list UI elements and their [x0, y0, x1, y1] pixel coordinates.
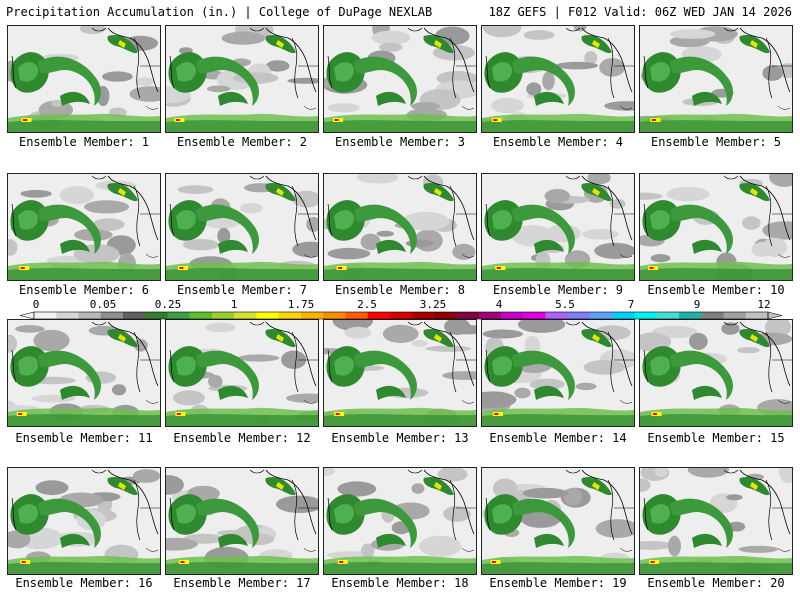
colorbar-max-arrow — [767, 311, 783, 320]
ensemble-member-label: Ensemble Member: 6 — [18, 283, 150, 297]
colorbar-tick-label: 0 — [33, 298, 40, 311]
model-valid-time: 18Z GEFS | F012 Valid: 06Z WED JAN 14 20… — [488, 5, 792, 19]
colorbar-bin — [567, 312, 591, 319]
ensemble-member-map — [165, 173, 319, 281]
colorbar-tick-label: 0.25 — [155, 298, 182, 311]
ensemble-member-label: Ensemble Member: 17 — [173, 576, 311, 590]
ensemble-member-label: Ensemble Member: 19 — [489, 576, 627, 590]
ensemble-member-map — [165, 467, 319, 575]
colorbar-tick-label: 1 — [231, 298, 238, 311]
ensemble-member-label: Ensemble Member: 9 — [492, 283, 624, 297]
ensemble-member-map — [639, 173, 793, 281]
colorbar-bin — [745, 312, 769, 319]
ensemble-member-map — [7, 467, 161, 575]
colorbar-bin — [501, 312, 524, 319]
map-title: Precipitation Accumulation (in.) | Colle… — [6, 5, 433, 19]
colorbar-bin — [189, 312, 213, 319]
colorbar-bin — [590, 312, 613, 319]
colorbar-bin — [78, 312, 102, 319]
colorbar-tick-label: 1.75 — [288, 298, 315, 311]
colorbar-tick-label: 9 — [694, 298, 701, 311]
colorbar-tick-label: 0.05 — [90, 298, 117, 311]
ensemble-member-label: Ensemble Member: 5 — [650, 135, 782, 149]
colorbar-bin — [234, 312, 257, 319]
colorbar-tick-label: 7 — [628, 298, 635, 311]
ensemble-member-label: Ensemble Member: 10 — [647, 283, 785, 297]
ensemble-member-label: Ensemble Member: 11 — [15, 431, 153, 445]
colorbar-bin — [345, 312, 368, 319]
ensemble-member-map — [7, 173, 161, 281]
ensemble-member-map — [481, 25, 635, 133]
ensemble-member-map — [481, 173, 635, 281]
colorbar-bin — [523, 312, 546, 319]
ensemble-member-map — [481, 319, 635, 427]
colorbar-bin — [278, 312, 302, 319]
ensemble-member-label: Ensemble Member: 15 — [647, 431, 785, 445]
ensemble-member-label: Ensemble Member: 13 — [331, 431, 469, 445]
colorbar-bin — [211, 312, 235, 319]
ensemble-member-map — [7, 319, 161, 427]
colorbar-bin — [323, 312, 346, 319]
ensemble-member-map — [165, 319, 319, 427]
colorbar-tick-label: 5.5 — [555, 298, 575, 311]
colorbar-bin — [478, 312, 502, 319]
ensemble-member-label: Ensemble Member: 3 — [334, 135, 466, 149]
ensemble-member-map — [323, 467, 477, 575]
colorbar-bin — [367, 312, 391, 319]
colorbar-bin — [412, 312, 435, 319]
ensemble-member-map — [639, 25, 793, 133]
ensemble-member-label: Ensemble Member: 7 — [176, 283, 308, 297]
colorbar-tick-label: 2.5 — [357, 298, 377, 311]
colorbar-bin — [545, 312, 569, 319]
ensemble-member-label: Ensemble Member: 14 — [489, 431, 627, 445]
colorbar-tick-label: 4 — [496, 298, 503, 311]
ensemble-member-map — [639, 467, 793, 575]
ensemble-member-label: Ensemble Member: 12 — [173, 431, 311, 445]
ensemble-member-map — [323, 25, 477, 133]
ensemble-member-label: Ensemble Member: 1 — [18, 135, 150, 149]
ensemble-member-map — [323, 173, 477, 281]
colorbar-bin — [256, 312, 279, 319]
ensemble-member-map — [7, 25, 161, 133]
colorbar-bin — [612, 312, 635, 319]
ensemble-member-label: Ensemble Member: 18 — [331, 576, 469, 590]
colorbar-bin — [300, 312, 324, 319]
colorbar-tick-label: 3.25 — [420, 298, 447, 311]
colorbar-bin — [122, 312, 146, 319]
colorbar-bin — [656, 312, 680, 319]
ensemble-member-map — [323, 319, 477, 427]
ensemble-member-label: Ensemble Member: 2 — [176, 135, 308, 149]
colorbar-bin — [701, 312, 724, 319]
colorbar-bin — [100, 312, 124, 319]
ensemble-member-label: Ensemble Member: 8 — [334, 283, 466, 297]
colorbar-bin — [389, 312, 413, 319]
colorbar-tick-label: 12 — [757, 298, 770, 311]
colorbar-bin — [723, 312, 747, 319]
colorbar-bin — [634, 312, 658, 319]
colorbar-bin — [679, 312, 702, 319]
colorbar-bin — [456, 312, 480, 319]
colorbar-bin — [167, 312, 190, 319]
colorbar-bin — [434, 312, 457, 319]
precipitation-colorbar: 0 0.05 0.25 1 1.75 2.5 3.25 4 5.5 7 9 12 — [19, 298, 783, 320]
ensemble-member-label: Ensemble Member: 4 — [492, 135, 624, 149]
ensemble-member-map — [639, 319, 793, 427]
colorbar-bin — [34, 312, 57, 319]
ensemble-member-map — [165, 25, 319, 133]
ensemble-member-map — [481, 467, 635, 575]
ensemble-member-label: Ensemble Member: 16 — [15, 576, 153, 590]
colorbar-bin — [56, 312, 79, 319]
ensemble-member-label: Ensemble Member: 20 — [647, 576, 785, 590]
colorbar-bin — [145, 312, 168, 319]
colorbar-min-arrow — [19, 311, 35, 320]
